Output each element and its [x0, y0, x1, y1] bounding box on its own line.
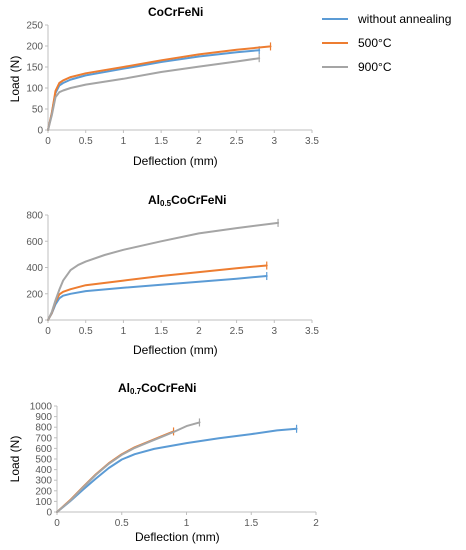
chart3-y-tick-label: 300 — [35, 476, 52, 487]
chart1-x-tick-label: 0.5 — [79, 136, 93, 147]
chart2-y-tick-label: 0 — [37, 316, 43, 327]
chart1-x-tick-label: 1.5 — [154, 136, 168, 147]
chart3-xlabel: Deflection (mm) — [135, 530, 220, 544]
chart2-x-tick-label: 2 — [196, 326, 202, 337]
chart3-y-tick-label: 200 — [35, 486, 52, 497]
chart1-xlabel: Deflection (mm) — [133, 154, 218, 168]
legend-label-without-annealing: without annealing — [358, 12, 452, 26]
legend: without annealing 500°C 900°C — [322, 10, 466, 82]
chart1-ylabel: Load (N) — [8, 55, 22, 103]
chart2-title-rest: CoCrFeNi — [171, 193, 227, 207]
chart2-title: Al0.5CoCrFeNi — [148, 193, 226, 208]
chart3-series-900-c — [56, 421, 201, 513]
chart3-y-tick-label: 0 — [46, 508, 52, 519]
chart3-y-tick-label: 500 — [35, 455, 52, 466]
chart1-title: CoCrFeNi — [148, 5, 203, 19]
chart2-y-tick-label: 200 — [26, 289, 43, 300]
legend-swatch-without-annealing — [322, 18, 348, 20]
legend-label-500c: 500°C — [358, 36, 392, 50]
chart3-series-without-annealing — [56, 427, 298, 513]
legend-item-900c: 900°C — [322, 58, 466, 76]
chart3-x-tick-label: 1.5 — [244, 518, 258, 529]
chart3-y-tick-label: 600 — [35, 444, 52, 455]
chart1-y-tick-label: 250 — [26, 21, 43, 32]
chart1-x-tick-label: 3 — [272, 136, 278, 147]
chart3-y-tick-label: 1000 — [30, 402, 53, 413]
chart2-x-tick-label: 3.5 — [305, 326, 319, 337]
chart3-y-tick-label: 700 — [35, 433, 52, 444]
legend-item-without-annealing: without annealing — [322, 10, 466, 28]
chart1-y-tick-label: 150 — [26, 63, 43, 74]
chart2-y-tick-label: 400 — [26, 263, 43, 274]
chart3-series-500-c — [56, 430, 175, 513]
chart3-ylabel: Load (N) — [8, 435, 22, 483]
chart2-x-tick-label: 0 — [45, 326, 51, 337]
chart3-y-tick-label: 800 — [35, 423, 52, 434]
chart1-series-500-c — [47, 45, 272, 131]
chart1-x-tick-label: 2 — [196, 136, 202, 147]
chart1-x-tick-label: 0 — [45, 136, 51, 147]
chart2-y-tick-label: 600 — [26, 237, 43, 248]
chart1-series-900-c — [47, 57, 261, 131]
chart2-xlabel: Deflection (mm) — [133, 343, 218, 357]
chart3-title-rest: CoCrFeNi — [141, 381, 197, 395]
chart1-y-tick-label: 0 — [37, 126, 43, 137]
chart1-x-tick-label: 2.5 — [230, 136, 244, 147]
chart2-x-tick-label: 1 — [121, 326, 127, 337]
chart2-y-tick-label: 800 — [26, 211, 43, 222]
chart3-y-tick-label: 100 — [35, 497, 52, 508]
legend-swatch-900c — [322, 66, 348, 68]
chart3-x-tick-label: 0 — [54, 518, 60, 529]
chart3-title-sub: 0.7 — [130, 387, 142, 396]
chart3-title-main: Al — [118, 381, 130, 395]
chart2-x-tick-label: 1.5 — [154, 326, 168, 337]
chart2-series-900-c — [47, 221, 280, 321]
chart3-title: Al0.7CoCrFeNi — [118, 381, 196, 396]
chart3-y-tick-label: 900 — [35, 412, 52, 423]
chart3-x-tick-label: 2 — [313, 518, 319, 529]
legend-swatch-500c — [322, 42, 348, 44]
chart3-x-tick-label: 0.5 — [115, 518, 129, 529]
chart3-y-tick-label: 400 — [35, 465, 52, 476]
chart2-x-tick-label: 3 — [272, 326, 278, 337]
chart1-x-tick-label: 3.5 — [305, 136, 319, 147]
chart1-title-text: CoCrFeNi — [148, 5, 204, 19]
chart2-x-tick-label: 0.5 — [79, 326, 93, 337]
legend-item-500c: 500°C — [322, 34, 466, 52]
chart1-y-tick-label: 200 — [26, 42, 43, 53]
chart2-title-main: Al — [148, 193, 160, 207]
chart2-series-without-annealing — [47, 275, 268, 321]
chart2-x-tick-label: 2.5 — [230, 326, 244, 337]
chart1-y-tick-label: 100 — [26, 84, 43, 95]
chart1-y-tick-label: 50 — [32, 105, 44, 116]
chart1-x-tick-label: 1 — [121, 136, 127, 147]
legend-label-900c: 900°C — [358, 60, 392, 74]
chart3-x-tick-label: 1 — [184, 518, 190, 529]
chart2-title-sub: 0.5 — [160, 199, 172, 208]
